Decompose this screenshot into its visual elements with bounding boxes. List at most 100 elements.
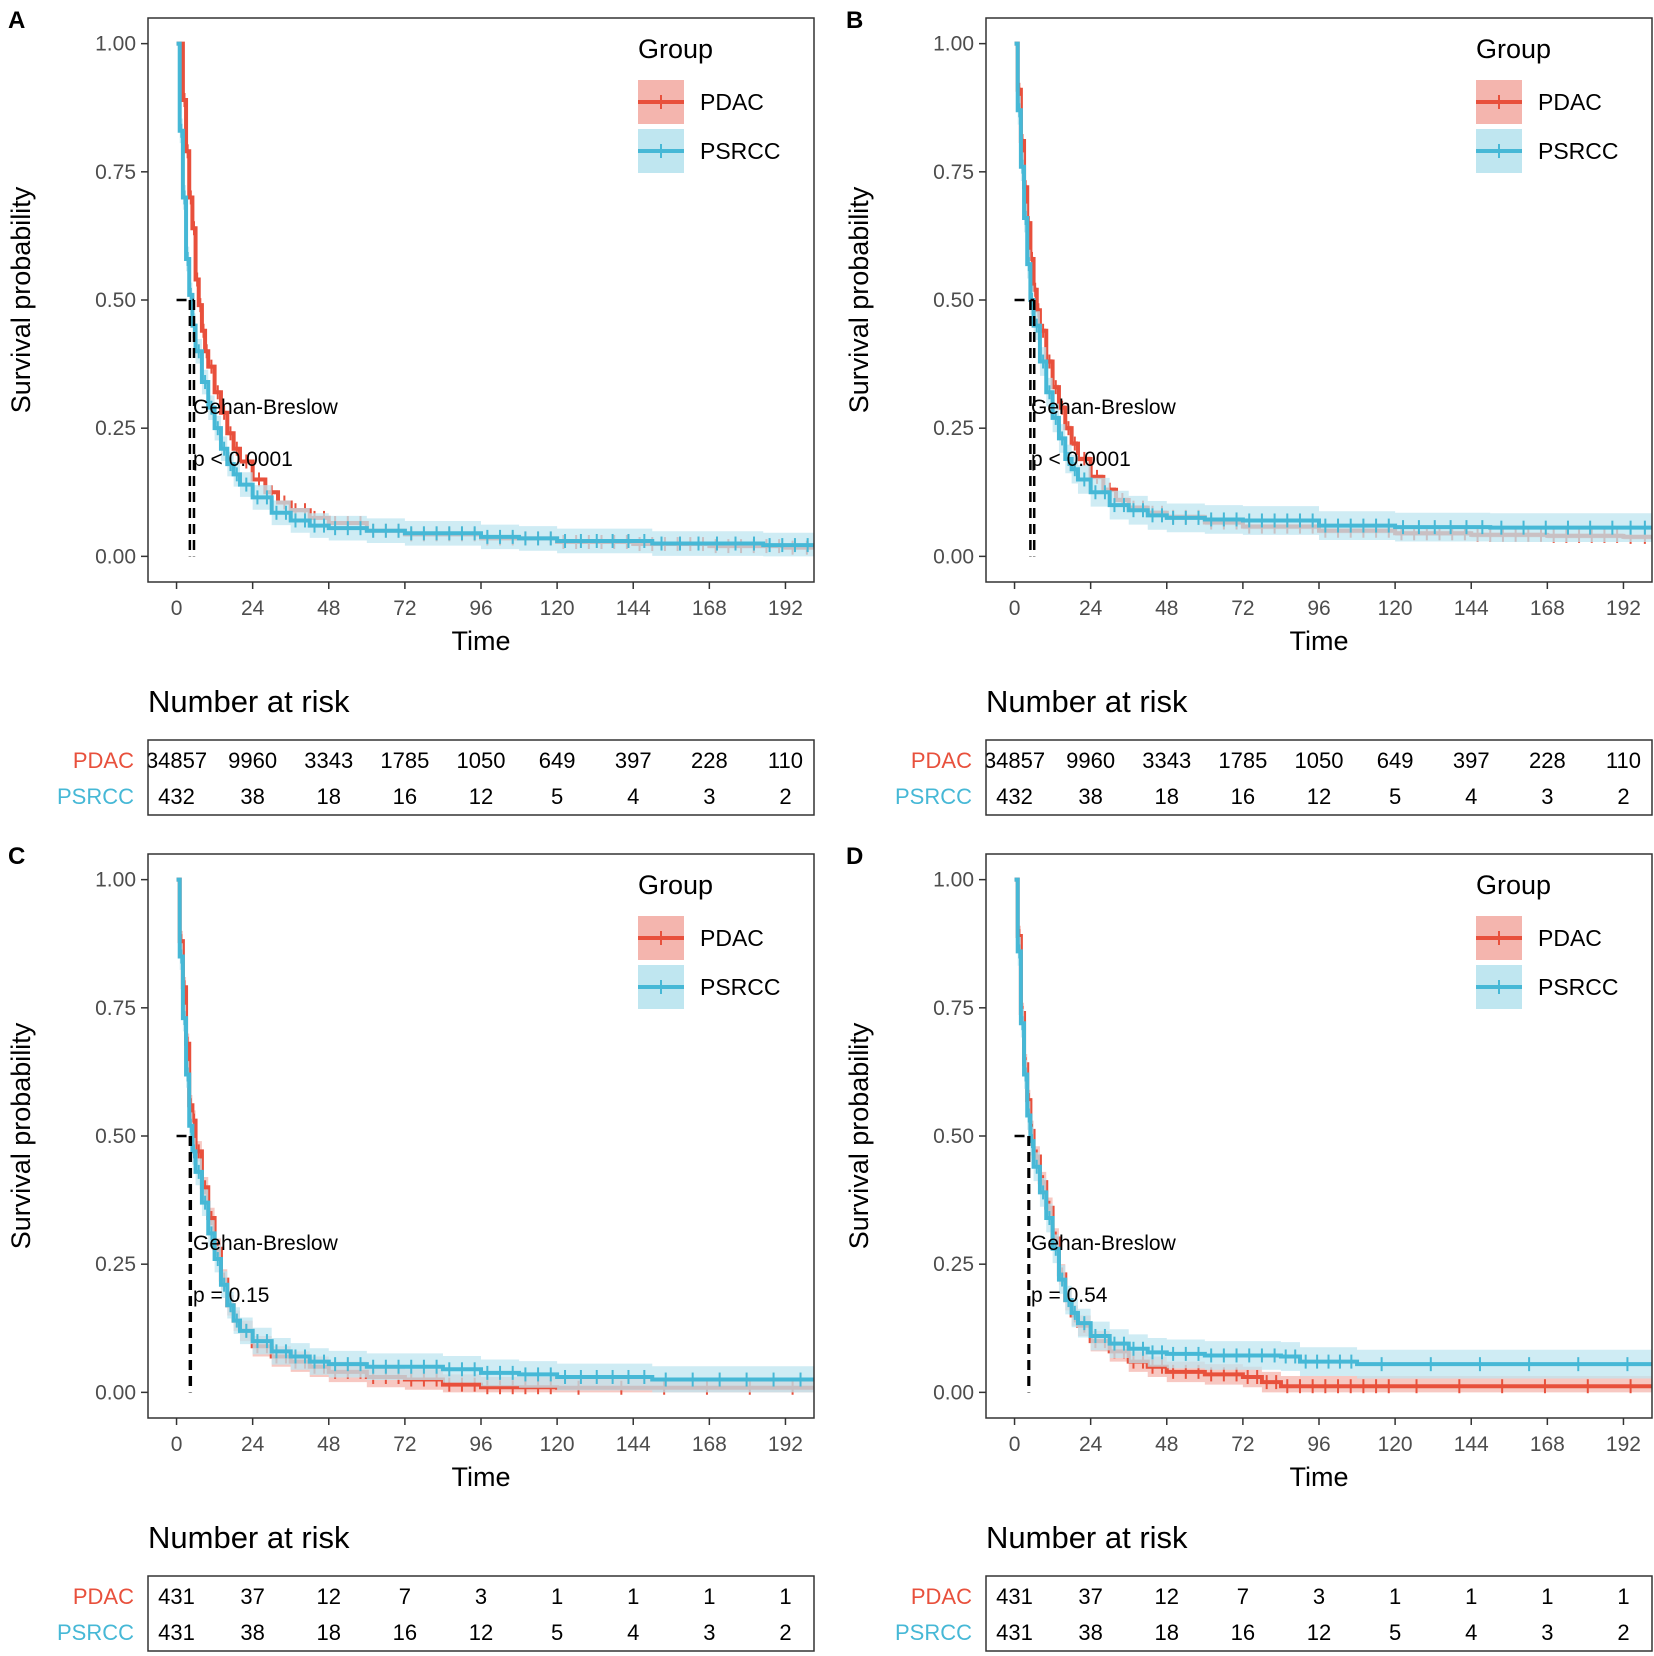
risk-cell: 16 bbox=[393, 784, 417, 809]
risk-cell: 1 bbox=[627, 1584, 639, 1609]
survival-curve-psrcc bbox=[1014, 877, 1652, 1367]
risk-cell: 1785 bbox=[1218, 748, 1267, 773]
legend-label-pdac: PDAC bbox=[700, 925, 764, 951]
risk-cell: 110 bbox=[768, 748, 803, 773]
y-tick-label: 0.00 bbox=[95, 545, 136, 568]
ci-band-psrcc bbox=[1014, 879, 1652, 1379]
legend-label-pdac: PDAC bbox=[1538, 925, 1602, 951]
risk-cell: 4 bbox=[627, 784, 639, 809]
y-tick-label: 0.75 bbox=[95, 997, 136, 1020]
risk-cell: 2 bbox=[1617, 784, 1629, 809]
risk-cell: 649 bbox=[539, 748, 576, 773]
risk-cell: 37 bbox=[240, 1584, 264, 1609]
risk-cell: 397 bbox=[615, 748, 652, 773]
y-tick-label: 0.50 bbox=[933, 1125, 974, 1148]
risk-table-frame bbox=[985, 1575, 1653, 1652]
risk-cell: 1 bbox=[1541, 1584, 1553, 1609]
risk-cell: 12 bbox=[1307, 784, 1331, 809]
risk-cell: 38 bbox=[1078, 1620, 1102, 1645]
risk-cell: 228 bbox=[691, 748, 728, 773]
ci-band-psrcc bbox=[176, 43, 814, 557]
x-tick-label: 192 bbox=[768, 1433, 803, 1456]
x-tick-label: 168 bbox=[692, 1433, 727, 1456]
risk-cell: 1785 bbox=[380, 748, 429, 773]
x-tick-label: 192 bbox=[1606, 597, 1641, 620]
legend-title: Group bbox=[638, 870, 713, 900]
x-tick-label: 48 bbox=[1155, 1433, 1178, 1456]
risk-cell: 110 bbox=[1606, 748, 1641, 773]
risk-cell: 1 bbox=[1389, 1584, 1401, 1609]
y-tick-label: 1.00 bbox=[95, 33, 136, 56]
risk-cell: 5 bbox=[551, 1620, 563, 1645]
y-axis-label: Survival probability bbox=[6, 186, 36, 413]
risk-row-label-pdac: PDAC bbox=[73, 748, 134, 773]
x-tick-label: 24 bbox=[241, 1433, 265, 1456]
risk-cell: 38 bbox=[240, 1620, 264, 1645]
survival-curve-psrcc bbox=[176, 877, 814, 1382]
risk-row-label-psrcc: PSRCC bbox=[895, 784, 972, 809]
x-tick-label: 120 bbox=[1378, 1433, 1413, 1456]
y-axis-label: Survival probability bbox=[844, 186, 874, 413]
x-axis-label: Time bbox=[1290, 1462, 1349, 1492]
risk-cell: 34857 bbox=[146, 748, 207, 773]
panel-label: D bbox=[846, 843, 863, 870]
legend-label-psrcc: PSRCC bbox=[700, 138, 781, 164]
x-tick-label: 120 bbox=[540, 597, 575, 620]
survival-curve-pdac bbox=[176, 877, 814, 1390]
risk-cell: 18 bbox=[1155, 1620, 1179, 1645]
ci-band-psrcc bbox=[176, 879, 814, 1393]
panel-b: B0.000.250.500.751.000 24 48 72 96 120 144 168 1… bbox=[844, 7, 1653, 816]
risk-row-label-psrcc: PSRCC bbox=[57, 784, 134, 809]
x-tick-label: 144 bbox=[1454, 597, 1489, 620]
y-axis-label: Survival probability bbox=[844, 1022, 874, 1249]
ci-band-pdac bbox=[176, 879, 814, 1393]
ci-band-pdac bbox=[176, 43, 814, 551]
risk-cell: 16 bbox=[393, 1620, 417, 1645]
ci-band-psrcc bbox=[1014, 43, 1652, 543]
risk-cell: 4 bbox=[627, 1620, 639, 1645]
risk-cell: 3 bbox=[1313, 1584, 1325, 1609]
risk-cell: 12 bbox=[1307, 1620, 1331, 1645]
x-tick-label: 96 bbox=[469, 1433, 492, 1456]
risk-cell: 431 bbox=[158, 1620, 195, 1645]
x-tick-label: 24 bbox=[241, 597, 265, 620]
risk-cell: 18 bbox=[317, 784, 341, 809]
risk-cell: 5 bbox=[1389, 784, 1401, 809]
y-axis-label: Survival probability bbox=[6, 1022, 36, 1249]
risk-cell: 1 bbox=[1465, 1584, 1477, 1609]
x-tick-label: 144 bbox=[1454, 1433, 1489, 1456]
y-tick-label: 0.25 bbox=[95, 1253, 136, 1276]
x-tick-label: 0 bbox=[1009, 1433, 1021, 1456]
survival-curve-psrcc bbox=[1014, 41, 1652, 530]
risk-row-label-psrcc: PSRCC bbox=[895, 1620, 972, 1645]
y-tick-label: 0.00 bbox=[933, 1381, 974, 1404]
panel-label: A bbox=[8, 7, 25, 34]
panel-label: C bbox=[8, 843, 25, 870]
y-tick-label: 0.50 bbox=[95, 289, 136, 312]
risk-cell: 3 bbox=[1541, 1620, 1553, 1645]
test-name: Gehan-Breslow bbox=[193, 1232, 339, 1255]
x-axis-label: Time bbox=[452, 626, 511, 656]
risk-cell: 16 bbox=[1231, 784, 1255, 809]
x-tick-label: 72 bbox=[393, 597, 416, 620]
risk-cell: 3 bbox=[1541, 784, 1553, 809]
x-tick-label: 168 bbox=[1530, 1433, 1565, 1456]
risk-cell: 432 bbox=[996, 784, 1033, 809]
risk-table-title: Number at risk bbox=[148, 684, 350, 719]
ci-band-pdac bbox=[1014, 879, 1652, 1393]
p-value: p < 0.0001 bbox=[193, 448, 293, 471]
legend-title: Group bbox=[638, 34, 713, 64]
y-tick-label: 0.75 bbox=[95, 161, 136, 184]
y-tick-label: 1.00 bbox=[95, 869, 136, 892]
p-value: p < 0.0001 bbox=[1031, 448, 1131, 471]
x-tick-label: 72 bbox=[1231, 1433, 1254, 1456]
y-tick-label: 1.00 bbox=[933, 33, 974, 56]
risk-cell: 1 bbox=[1617, 1584, 1629, 1609]
legend-label-psrcc: PSRCC bbox=[1538, 974, 1619, 1000]
x-tick-label: 96 bbox=[1307, 1433, 1330, 1456]
risk-cell: 1 bbox=[779, 1584, 791, 1609]
risk-cell: 18 bbox=[1155, 784, 1179, 809]
risk-row-label-psrcc: PSRCC bbox=[57, 1620, 134, 1645]
risk-cell: 34857 bbox=[984, 748, 1045, 773]
